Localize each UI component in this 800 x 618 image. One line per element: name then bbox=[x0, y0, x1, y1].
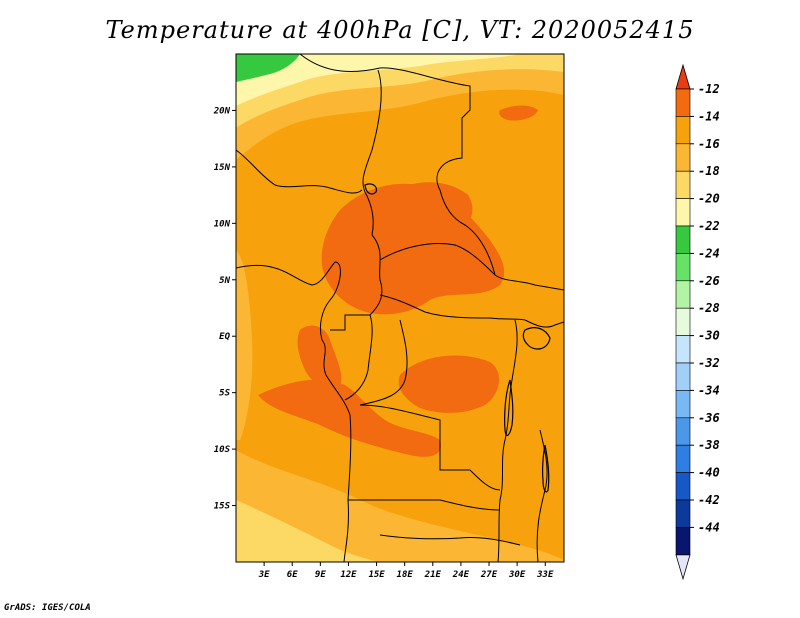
lake-tanganyika bbox=[504, 379, 514, 437]
colorbar-label: -40 bbox=[698, 466, 720, 480]
colorbar-band bbox=[675, 362, 691, 391]
border-drc-east bbox=[497, 319, 518, 562]
colorbar-label: -16 bbox=[698, 137, 720, 151]
temperature-field bbox=[236, 54, 564, 562]
colorbar-label: -14 bbox=[698, 109, 720, 123]
colorbar-label: -36 bbox=[698, 411, 720, 425]
border-drc-congo bbox=[359, 319, 408, 406]
colorbar-top-arrow bbox=[675, 63, 691, 90]
lon-label: 18E bbox=[397, 570, 414, 580]
colorbar-label: -30 bbox=[698, 329, 720, 343]
lon-label: 12E bbox=[340, 570, 357, 580]
longitude-axis: 3E 6E 9E 12E 15E 18E 21E 24E 27E 30E 33E bbox=[258, 562, 554, 580]
field-warm-core-gabon bbox=[297, 325, 342, 388]
lat-label: 20N bbox=[213, 106, 231, 116]
colorbar-band bbox=[675, 280, 691, 309]
colorbar-bottom-arrow bbox=[675, 554, 691, 581]
lake-chad bbox=[364, 183, 377, 195]
lat-label: 15S bbox=[214, 502, 231, 512]
colorbar-band bbox=[675, 170, 691, 199]
map-frame bbox=[235, 53, 565, 563]
border-car-south bbox=[379, 294, 526, 321]
lon-label: 6E bbox=[287, 570, 298, 580]
latitude-axis: 20N 15N 10N 5N EQ 5S 10S 15S bbox=[213, 106, 236, 512]
border-namibia bbox=[379, 534, 521, 546]
colorbar-band bbox=[675, 527, 691, 556]
border-congo bbox=[344, 314, 373, 401]
colorbar-label: -26 bbox=[698, 274, 720, 288]
chart-title: Temperature at 400hPa [C], VT: 202005241… bbox=[105, 16, 695, 44]
field-band-minus16-west bbox=[236, 250, 253, 440]
colorbar-band bbox=[675, 88, 691, 117]
atlantic-coastline bbox=[236, 261, 352, 562]
border-cameroon bbox=[330, 234, 383, 331]
border-angola-south bbox=[348, 499, 501, 511]
border-niger-nigeria bbox=[236, 149, 363, 194]
colorbar: -12 -14 -16 -18 -20 -22 -24 -26 -28 -30 -32 -34 -36 -… bbox=[675, 63, 720, 581]
field-band-minus20-north bbox=[236, 54, 520, 106]
field-warm-core-congo bbox=[398, 355, 500, 413]
field-warm-core-northeast bbox=[499, 105, 538, 121]
colorbar-label: -12 bbox=[698, 82, 720, 96]
border-uganda bbox=[524, 319, 564, 328]
colorbar-band bbox=[675, 198, 691, 227]
country-borders bbox=[236, 54, 564, 562]
colorbar-band bbox=[675, 116, 691, 145]
lakes bbox=[364, 183, 551, 493]
border-angola bbox=[359, 404, 501, 491]
colorbar-label: -32 bbox=[698, 356, 720, 370]
colorbar-band bbox=[675, 444, 691, 473]
colorbar-band bbox=[675, 335, 691, 364]
field-warm-band-southwest bbox=[258, 379, 441, 457]
field-band-minus16-south bbox=[236, 450, 564, 562]
lat-label: 15N bbox=[214, 163, 231, 173]
colorbar-label: -24 bbox=[698, 246, 720, 260]
lat-label: 10S bbox=[214, 445, 231, 455]
border-niger-chad bbox=[362, 69, 382, 236]
lon-label: 27E bbox=[480, 570, 498, 580]
lake-malawi bbox=[542, 444, 550, 493]
colorbar-band bbox=[675, 390, 691, 419]
field-band-minus18-south bbox=[236, 500, 380, 562]
colorbar-label: -22 bbox=[698, 219, 720, 233]
colorbar-band bbox=[675, 499, 691, 528]
lat-label: 10N bbox=[214, 219, 231, 229]
colorbar-label: -20 bbox=[698, 192, 720, 206]
lat-label: EQ bbox=[219, 332, 230, 342]
colorbar-band bbox=[675, 417, 691, 446]
lon-label: 30E bbox=[508, 570, 526, 580]
colorbar-label: -18 bbox=[698, 164, 720, 178]
lat-label: 5S bbox=[219, 389, 230, 399]
border-car-north bbox=[379, 242, 496, 276]
lon-label: 24E bbox=[452, 570, 470, 580]
colorbar-band bbox=[675, 143, 691, 172]
lon-label: 9E bbox=[315, 570, 326, 580]
lon-label: 3E bbox=[258, 570, 270, 580]
colorbar-label: -42 bbox=[698, 493, 720, 507]
colorbar-label: -28 bbox=[698, 301, 720, 315]
lat-label: 5N bbox=[219, 276, 230, 286]
lon-label: 15E bbox=[368, 570, 385, 580]
field-band-minus22-north bbox=[236, 54, 300, 82]
lake-victoria bbox=[522, 327, 551, 350]
field-warm-core-north bbox=[390, 182, 473, 234]
colorbar-band bbox=[675, 472, 691, 501]
colorbar-band bbox=[675, 307, 691, 336]
colorbar-band bbox=[675, 225, 691, 254]
colorbar-label: -44 bbox=[698, 520, 720, 534]
colorbar-label: -34 bbox=[698, 383, 720, 397]
lon-label: 33E bbox=[536, 570, 554, 580]
lon-label: 21E bbox=[424, 570, 442, 580]
colorbar-band bbox=[675, 253, 691, 282]
grads-credit: GrADS: IGES/COLA bbox=[4, 603, 91, 613]
colorbar-label: -38 bbox=[698, 438, 720, 452]
